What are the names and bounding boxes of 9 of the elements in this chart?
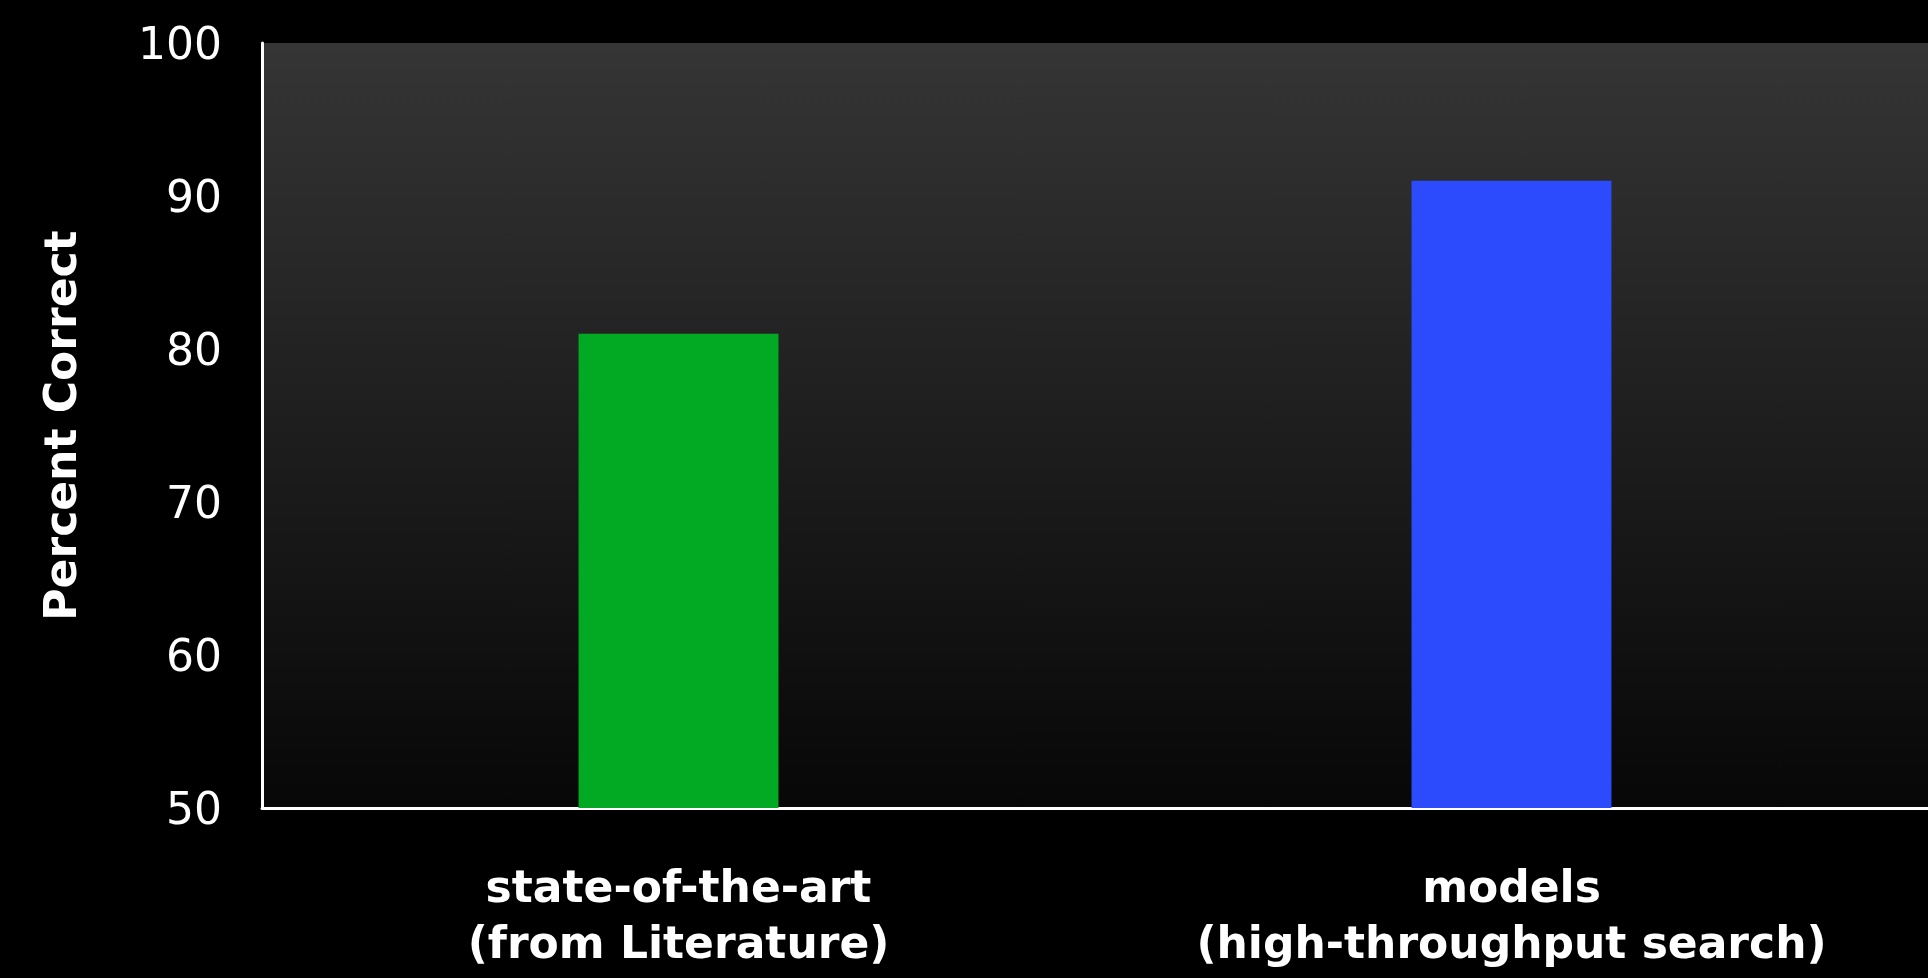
y-tick-label: 80: [166, 323, 222, 375]
y-tick-label: 100: [138, 17, 222, 69]
y-tick-label: 90: [166, 170, 222, 222]
y-tick-label: 50: [166, 782, 222, 834]
y-tick-label: 70: [166, 476, 222, 528]
x-tick-label: state-of-the-art (from Literature): [467, 860, 890, 968]
y-tick-label: 60: [166, 629, 222, 681]
x-tick-label: models (high-throughput search): [1196, 860, 1827, 968]
y-axis-title: Percent Correct: [34, 230, 86, 621]
